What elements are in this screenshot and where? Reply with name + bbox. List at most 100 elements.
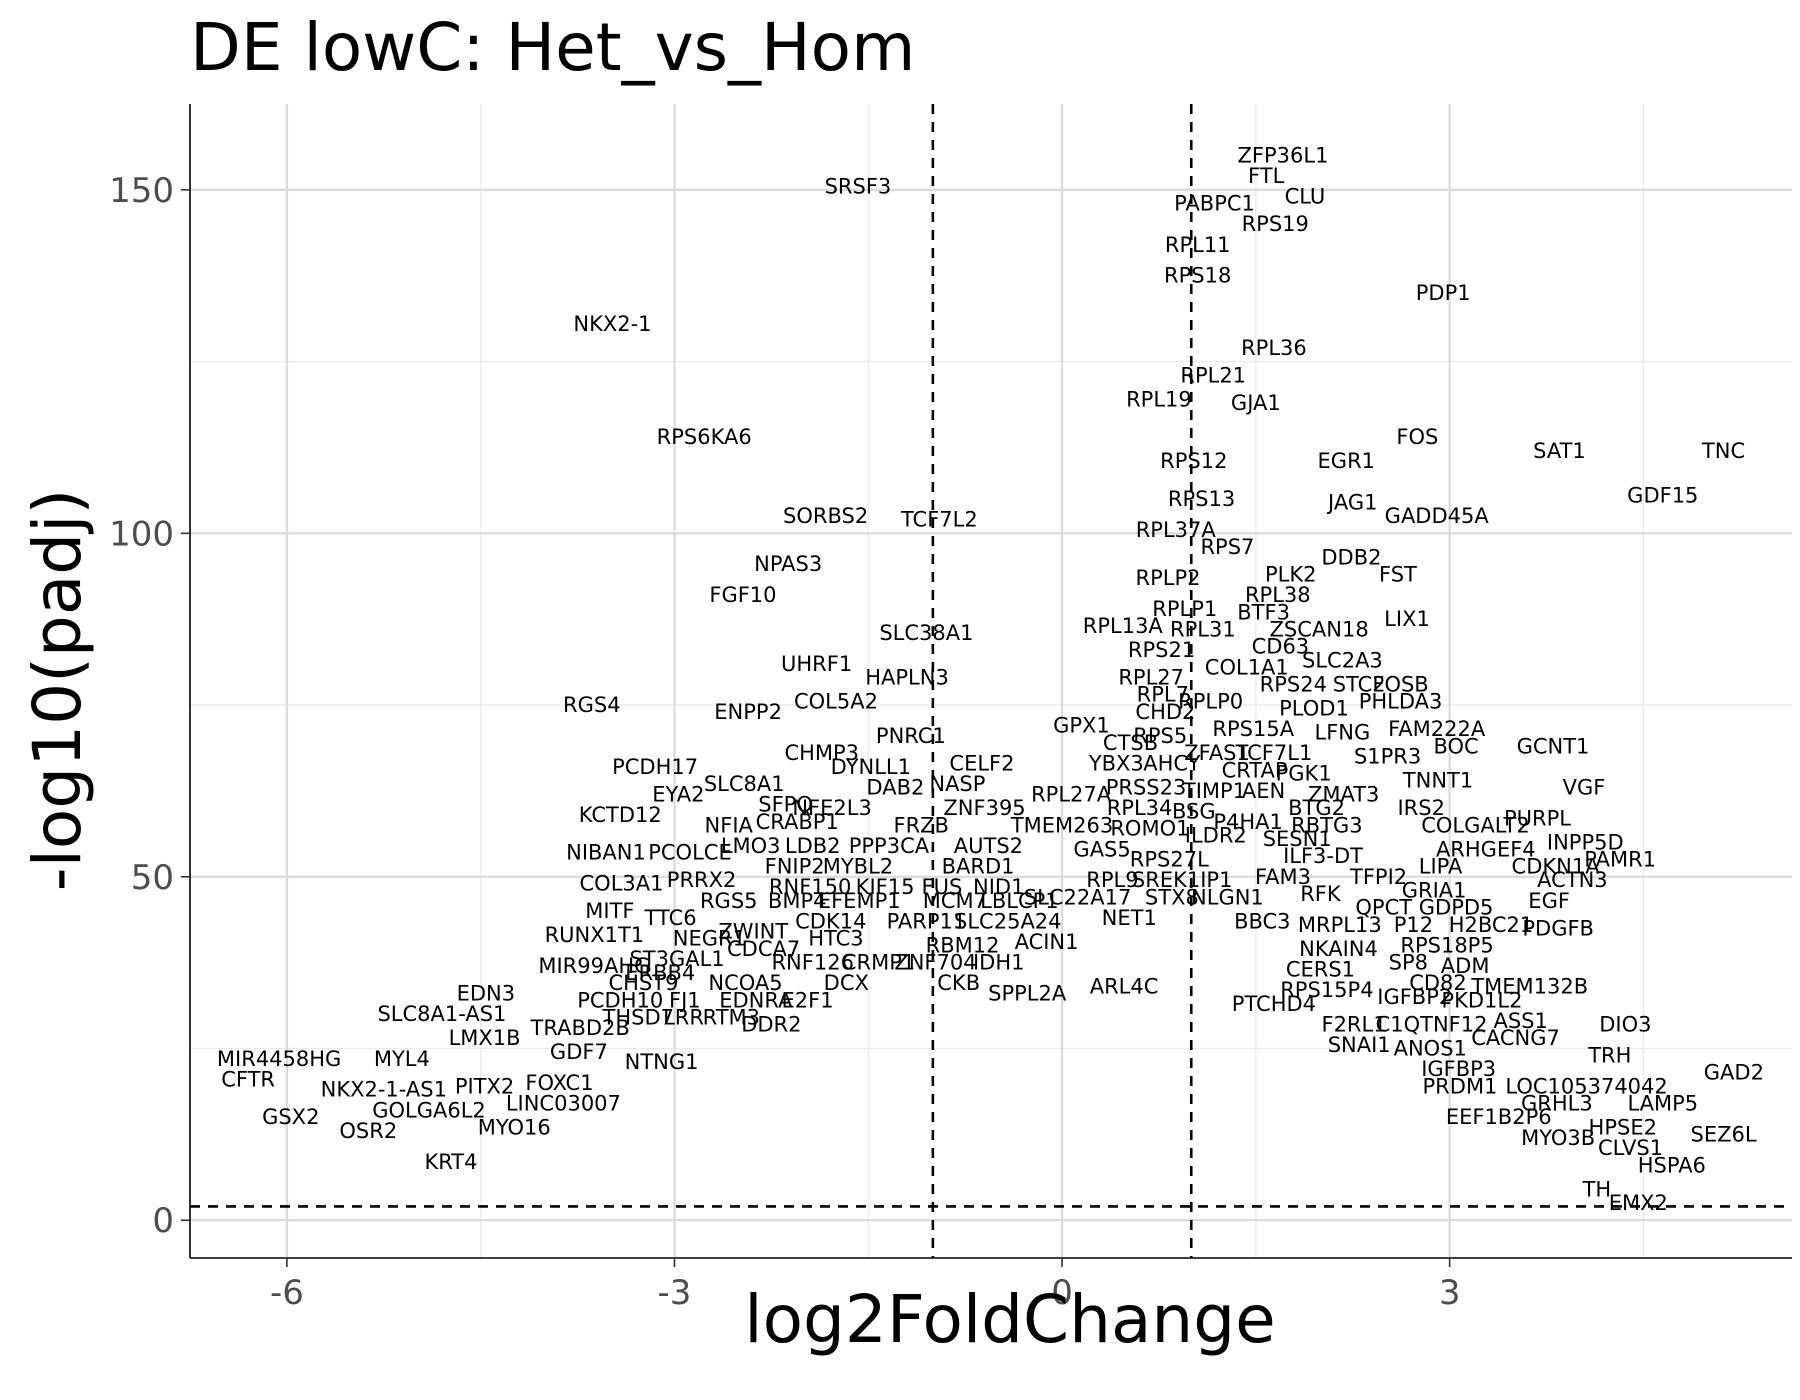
gene-label-point: GSX2 [262,1105,319,1129]
gene-label-point: LIX1 [1384,607,1430,631]
gene-label-point: KCTD12 [579,803,662,827]
gene-label-point: PRRX2 [667,868,737,892]
gene-label-point: RPL37A [1136,518,1217,542]
gene-label-point: FRZB [894,813,949,837]
y-tick-label: 50 [131,858,174,898]
gene-label-point: NKAIN4 [1299,937,1378,961]
gene-label-point: NID1 [973,875,1024,899]
gene-label-point: RPS5 [1133,724,1187,748]
gene-label-point: EDN3 [457,982,516,1006]
gene-label-point: PITX2 [455,1074,514,1098]
gene-label-point: RPS27L [1130,848,1209,872]
gene-label-point: FNIP2 [765,854,825,878]
gene-label-point: GCNT1 [1517,734,1590,758]
gene-label-point: ZNF704 [894,951,976,975]
gene-label-point: GDF7 [550,1040,608,1064]
gene-label-point: RPL21 [1180,363,1246,387]
gene-label-point: H2BC21 [1449,913,1534,937]
gene-label-point: CTSB [1103,731,1158,755]
gene-label-point: CFTR [221,1067,275,1091]
gene-label-point: EDNRA [719,988,793,1012]
gene-label-point: TMEM132B [1470,975,1588,999]
gene-label-point: CELF2 [949,751,1014,775]
gene-label-point: ST3GAL1 [629,947,724,971]
gene-label-point: NCOA5 [708,971,782,995]
gene-label-point: MIR99AHG [538,954,650,978]
gene-label-point: AUTS2 [954,834,1023,858]
gene-label-point: SREK1IP1 [1132,868,1233,892]
gene-label-point: CERS1 [1286,958,1355,982]
gene-label-point: SLC8A1 [704,772,785,796]
gene-label-point: NFE2L3 [792,796,871,820]
gene-label-point: QPCT [1355,896,1412,920]
gene-label-point: BTG2 [1288,796,1345,820]
gene-label-point: TRABD2B [530,1016,630,1040]
gene-label-point: EMX2 [1609,1191,1668,1215]
gene-label-point: ARL4C [1090,975,1159,999]
gene-label-point: RPL36 [1241,336,1307,360]
gene-label-point: UHRF1 [781,652,852,676]
gene-label-point: SFPQ [758,793,813,817]
gene-label-point: PCDH17 [612,755,698,779]
gene-label-point: GDPD5 [1419,896,1494,920]
gene-label-point: CDK14 [795,909,866,933]
gene-label-point: RPL31 [1170,617,1236,641]
gene-label-point: GAD2 [1704,1061,1764,1085]
gene-label-point: CHD2 [1135,700,1195,724]
gene-label-point: EGR1 [1318,449,1376,473]
gene-label-point: SLC8A1-AS1 [377,1002,506,1026]
gene-label-point: PGK1 [1276,762,1332,786]
gene-label-point: S1PR3 [1354,745,1421,769]
gene-label-point: ILF3-DT [1283,844,1363,868]
gene-label-point: TCF7L2 [900,508,978,532]
gene-label-point: TNNT1 [1402,769,1473,793]
gene-label-point: PLOD1 [1279,696,1349,720]
gene-label-point: JAG1 [1326,490,1377,514]
gene-label-point: RPL34 [1107,796,1173,820]
gene-label-point: RPL7 [1137,683,1189,707]
gene-label-point: PRDM1 [1423,1074,1498,1098]
gene-label-point: LINC03007 [506,1091,621,1115]
gene-label-point: CLU [1285,185,1326,209]
gene-label-point: PURPL [1504,806,1571,830]
gene-label-point: PLK2 [1265,563,1317,587]
gene-label-point: EGF [1528,889,1570,913]
gene-label-point: RPS6KA6 [657,425,752,449]
x-axis-ticks: -6 -3 0 3 [270,1258,1460,1313]
gene-label-point: RPL38 [1245,583,1311,607]
gene-label-point: NKX2-1-AS1 [321,1078,447,1102]
gene-label-point: GPX1 [1053,714,1110,738]
gene-label-point: SORBS2 [783,504,868,528]
gene-label-point: RPLP1 [1152,597,1217,621]
gene-label-point: EFEMP1 [818,889,901,913]
gene-label-point: SESN1 [1263,827,1332,851]
gene-label-point: ZMAT3 [1308,782,1379,806]
gene-label-point: STX8 [1145,885,1199,909]
gene-label-point: AHCY [1143,751,1200,775]
x-axis-title: log2FoldChange [744,1281,1276,1358]
gene-label-point: MYBL2 [823,854,893,878]
gene-label-point: SAT1 [1533,439,1586,463]
gene-label-point: TMEM263 [1010,813,1113,837]
gene-label-point: PARP11 [887,909,967,933]
gene-label-point: GDF15 [1627,484,1698,508]
gene-label-point: RFK [1300,882,1342,906]
gene-label-point: PHLDA3 [1359,690,1443,714]
gene-label-point: P4HA1 [1213,810,1283,834]
gene-label-point: HPSE2 [1589,1115,1657,1139]
gene-label-point: IGFBP2 [1377,985,1452,1009]
gene-label-point: LMO3 [721,834,781,858]
gene-label-point: RPL11 [1165,233,1231,257]
gene-label-point: EEF1B2P6 [1446,1105,1552,1129]
gene-label-point: RPS19 [1242,212,1309,236]
gene-label-point: ANOS1 [1394,1036,1467,1060]
gene-label-point: RPL13A [1083,614,1164,638]
gene-label-point: DDR2 [741,1012,801,1036]
x-tick-label: -3 [658,1273,692,1313]
gene-label-point: MIR4458HG [217,1047,341,1071]
gene-label-point: CRMP1 [842,951,915,975]
gene-label-point: LMX1B [449,1026,521,1050]
gene-label-point: GRHL3 [1521,1091,1593,1115]
gene-label-point: SP8 [1389,951,1428,975]
